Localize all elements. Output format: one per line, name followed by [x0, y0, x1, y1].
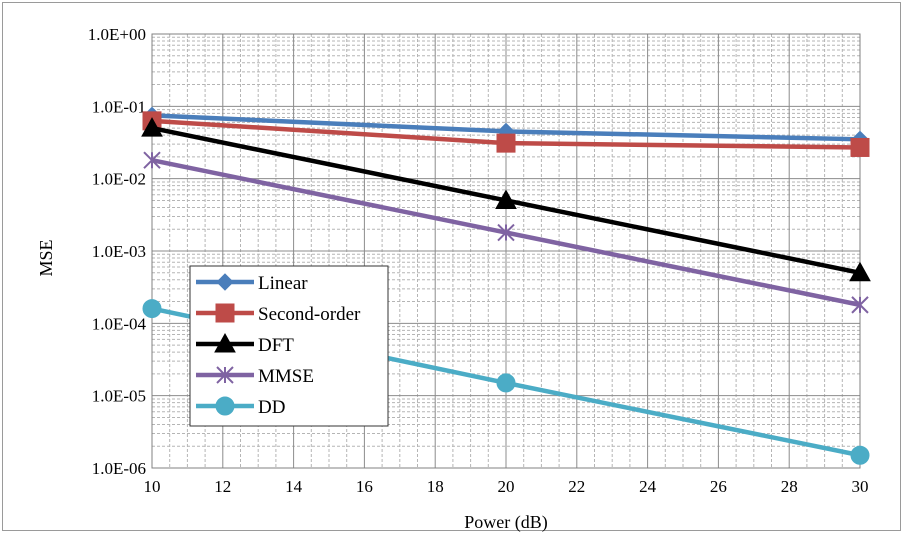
x-axis-ticks: 10 12 14 16 18 20 22 24 26 28 30	[144, 477, 869, 496]
data-point-mmse	[143, 151, 161, 169]
y-tick-label: 1.0E-06	[92, 459, 146, 478]
y-tick-label: 1.0E-01	[92, 97, 146, 116]
data-point-second-order	[496, 133, 516, 153]
legend-entry-linear: Linear	[196, 273, 308, 294]
data-point-mmse	[497, 223, 515, 242]
y-tick-label: 1.0E-05	[92, 387, 146, 406]
x-tick-label: 24	[639, 477, 657, 496]
series-mmse	[143, 151, 869, 314]
legend-label: Linear	[258, 273, 308, 294]
y-tick-label: 1.0E-04	[92, 314, 147, 333]
x-tick-label: 14	[285, 477, 303, 496]
legend-label: Second-order	[258, 304, 361, 325]
x-tick-label: 22	[568, 477, 585, 496]
y-tick-label: 1.0E+00	[88, 25, 146, 44]
y-axis-ticks: 1.0E+00 1.0E-01 1.0E-02 1.0E-03 1.0E-04 1.0E-…	[88, 25, 147, 478]
data-point-dd	[496, 373, 516, 393]
legend-swatch-marker	[216, 273, 234, 291]
data-point-dft	[849, 261, 871, 282]
legend: Linear Second-order DFT MMSE DD	[189, 265, 389, 427]
x-tick-label: 16	[356, 477, 373, 496]
plot-area-border	[151, 33, 861, 469]
x-tick-label: 20	[498, 477, 515, 496]
data-point-dd	[850, 445, 870, 465]
data-point-mmse	[851, 296, 869, 314]
legend-swatch-marker	[215, 396, 235, 416]
legend-entry-dft: DFT	[196, 332, 294, 356]
legend-swatch-marker	[214, 332, 236, 353]
x-tick-label: 28	[781, 477, 798, 496]
x-tick-label: 10	[144, 477, 161, 496]
data-point-second-order	[850, 137, 870, 157]
y-axis-title: MSE	[36, 239, 56, 276]
legend-swatch-marker	[216, 366, 234, 384]
x-tick-label: 30	[852, 477, 869, 496]
legend-label: DFT	[258, 335, 294, 356]
x-tick-label: 18	[427, 477, 444, 496]
legend-entry-dd: DD	[196, 396, 285, 418]
series-dft	[141, 117, 871, 282]
legend-entry-mmse: MMSE	[196, 366, 314, 387]
legend-label: DD	[258, 397, 285, 418]
legend-swatch-marker	[215, 303, 235, 323]
legend-label: MMSE	[258, 366, 314, 387]
x-tick-label: 12	[214, 477, 231, 496]
data-point-dft	[141, 117, 163, 137]
legend-entry-second-order: Second-order	[196, 303, 361, 325]
x-tick-label: 26	[710, 477, 727, 496]
data-point-dd	[142, 299, 162, 319]
y-tick-label: 1.0E-02	[92, 170, 146, 189]
data-point-dft	[495, 189, 517, 209]
y-tick-label: 1.0E-03	[92, 242, 146, 261]
x-axis-title: Power (dB)	[464, 512, 548, 533]
